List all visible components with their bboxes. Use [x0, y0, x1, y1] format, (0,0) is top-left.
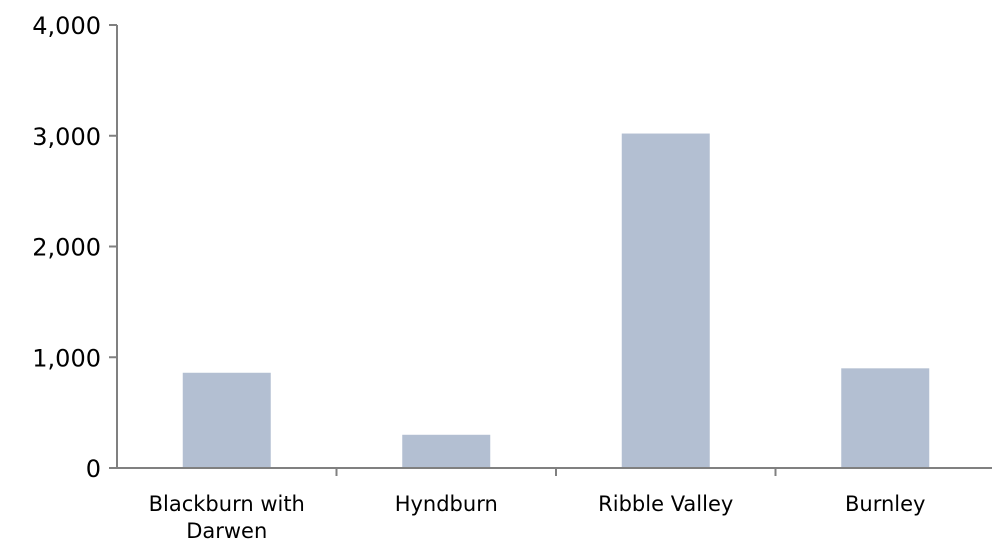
bar-3 — [841, 368, 930, 468]
x-tick-label-0: Blackburn with Darwen — [149, 492, 305, 543]
x-tick-label-line: Blackburn with — [149, 492, 305, 516]
bar-2 — [621, 133, 710, 468]
x-tick-label-3: Burnley — [845, 492, 925, 516]
bars-layer — [182, 133, 930, 468]
x-tick-label-line: Darwen — [186, 519, 267, 543]
y-tick-label-0: 0 — [86, 455, 101, 483]
x-tick-label-line: Hyndburn — [395, 492, 498, 516]
y-tick-label-3: 3,000 — [32, 123, 101, 151]
labels-layer: 0 1,000 2,000 3,000 4,000 Blackburn with Darwe… — [32, 12, 925, 543]
y-tick-label-4: 4,000 — [32, 12, 101, 40]
bar-1 — [402, 434, 491, 468]
axes-layer — [109, 24, 992, 476]
x-tick-label-1: Hyndburn — [395, 492, 498, 516]
x-tick-label-line: Ribble Valley — [598, 492, 733, 516]
y-tick-label-1: 1,000 — [32, 344, 101, 372]
x-tick-label-line: Burnley — [845, 492, 925, 516]
x-tick-label-2: Ribble Valley — [598, 492, 733, 516]
y-tick-label-2: 2,000 — [32, 234, 101, 262]
bar-0 — [182, 372, 271, 468]
